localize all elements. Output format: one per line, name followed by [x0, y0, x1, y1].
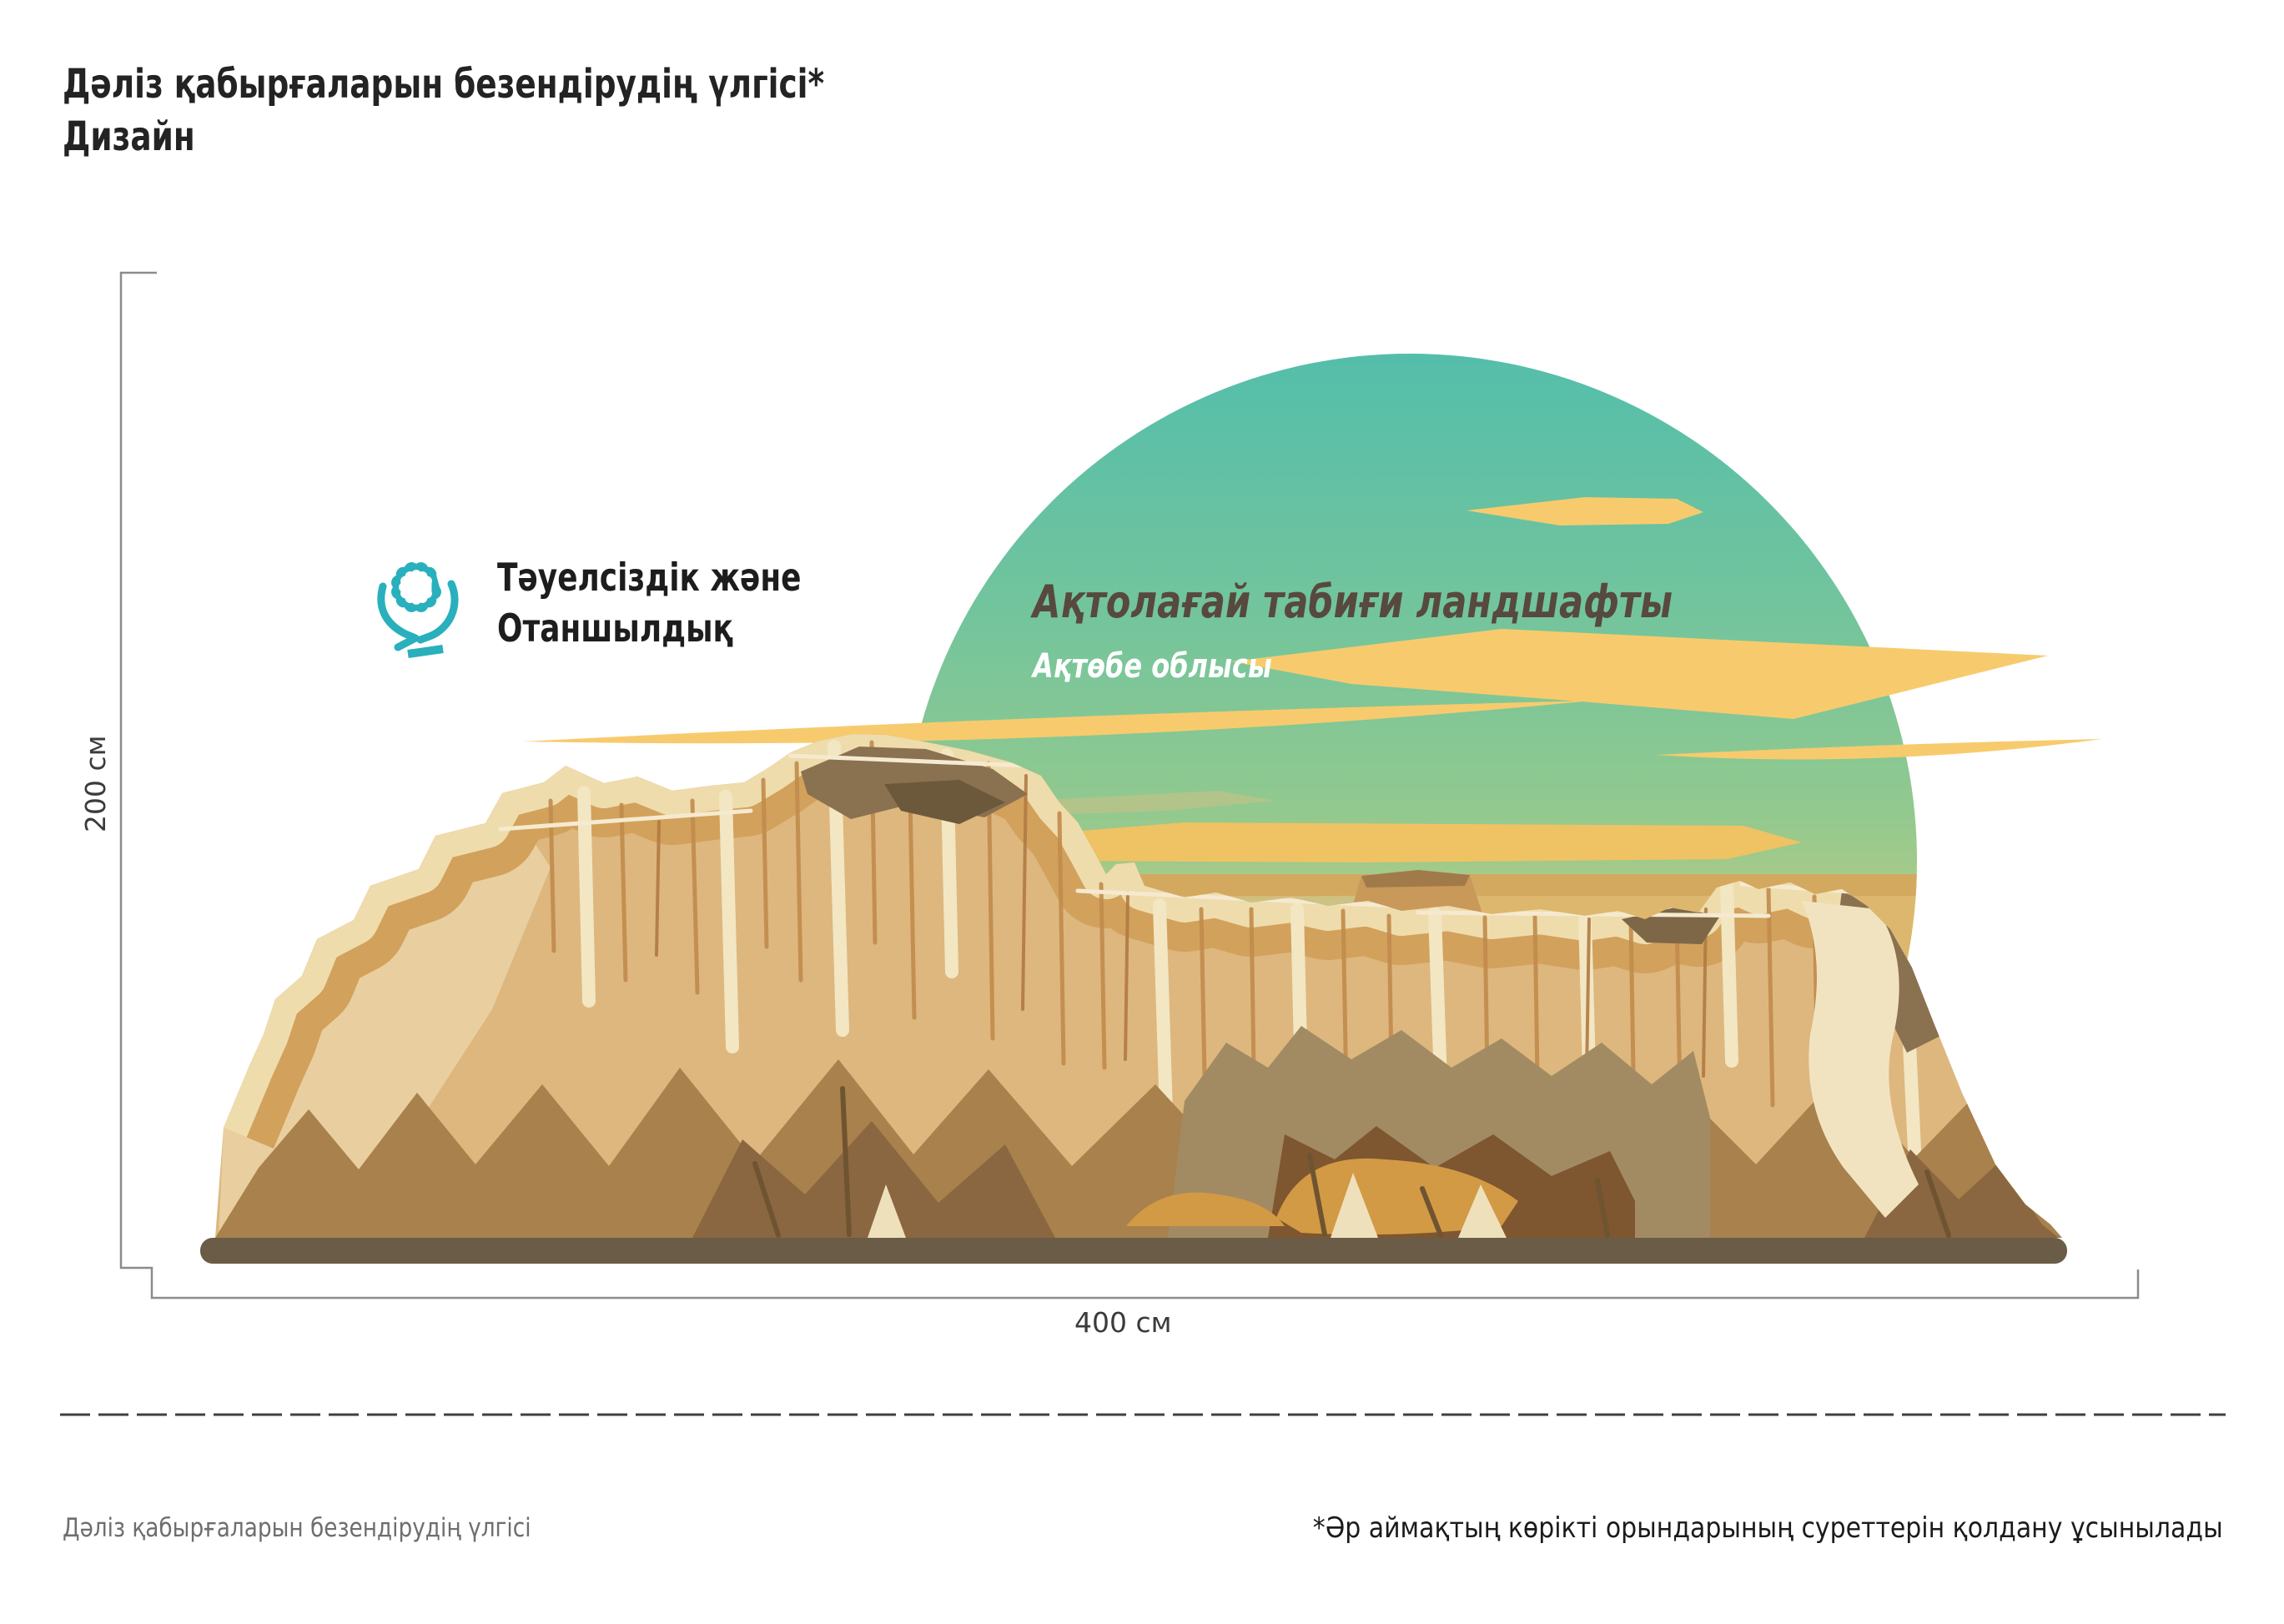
values-badge-line2: Отаншылдық — [497, 606, 733, 651]
height-dimension-label: 200 см — [79, 735, 112, 832]
artwork-title: Ақтолағай табиғи ландшафты — [1033, 576, 1673, 628]
values-badge-line1: Тәуелсіздік және — [497, 555, 802, 600]
mountain-illustration — [200, 734, 2067, 1264]
values-badge-label: Тәуелсіздік және Отаншылдық — [497, 552, 887, 654]
footer-caption: Дәліз қабырғаларын безендірудің үлгісі — [63, 1513, 531, 1543]
page-title-line1: Дәліз қабырғаларын безендірудің үлгісі* — [63, 61, 825, 108]
dimension-lines — [119, 271, 2140, 1300]
page-title: Дәліз қабырғаларын безендірудің үлгісі* … — [63, 58, 1039, 163]
footer-footnote: *Әр аймақтың көрікті орындарының суретте… — [1313, 1511, 2223, 1545]
page-title-line2: Дизайн — [63, 113, 195, 160]
artwork-subtitle: Ақтөбе облысы — [1033, 647, 1272, 686]
unity-rosette-emblem-icon — [377, 562, 459, 658]
width-dimension-label: 400 см — [1074, 1306, 1172, 1339]
cloud-streaks — [523, 497, 2102, 760]
base-bar — [200, 1238, 2067, 1264]
